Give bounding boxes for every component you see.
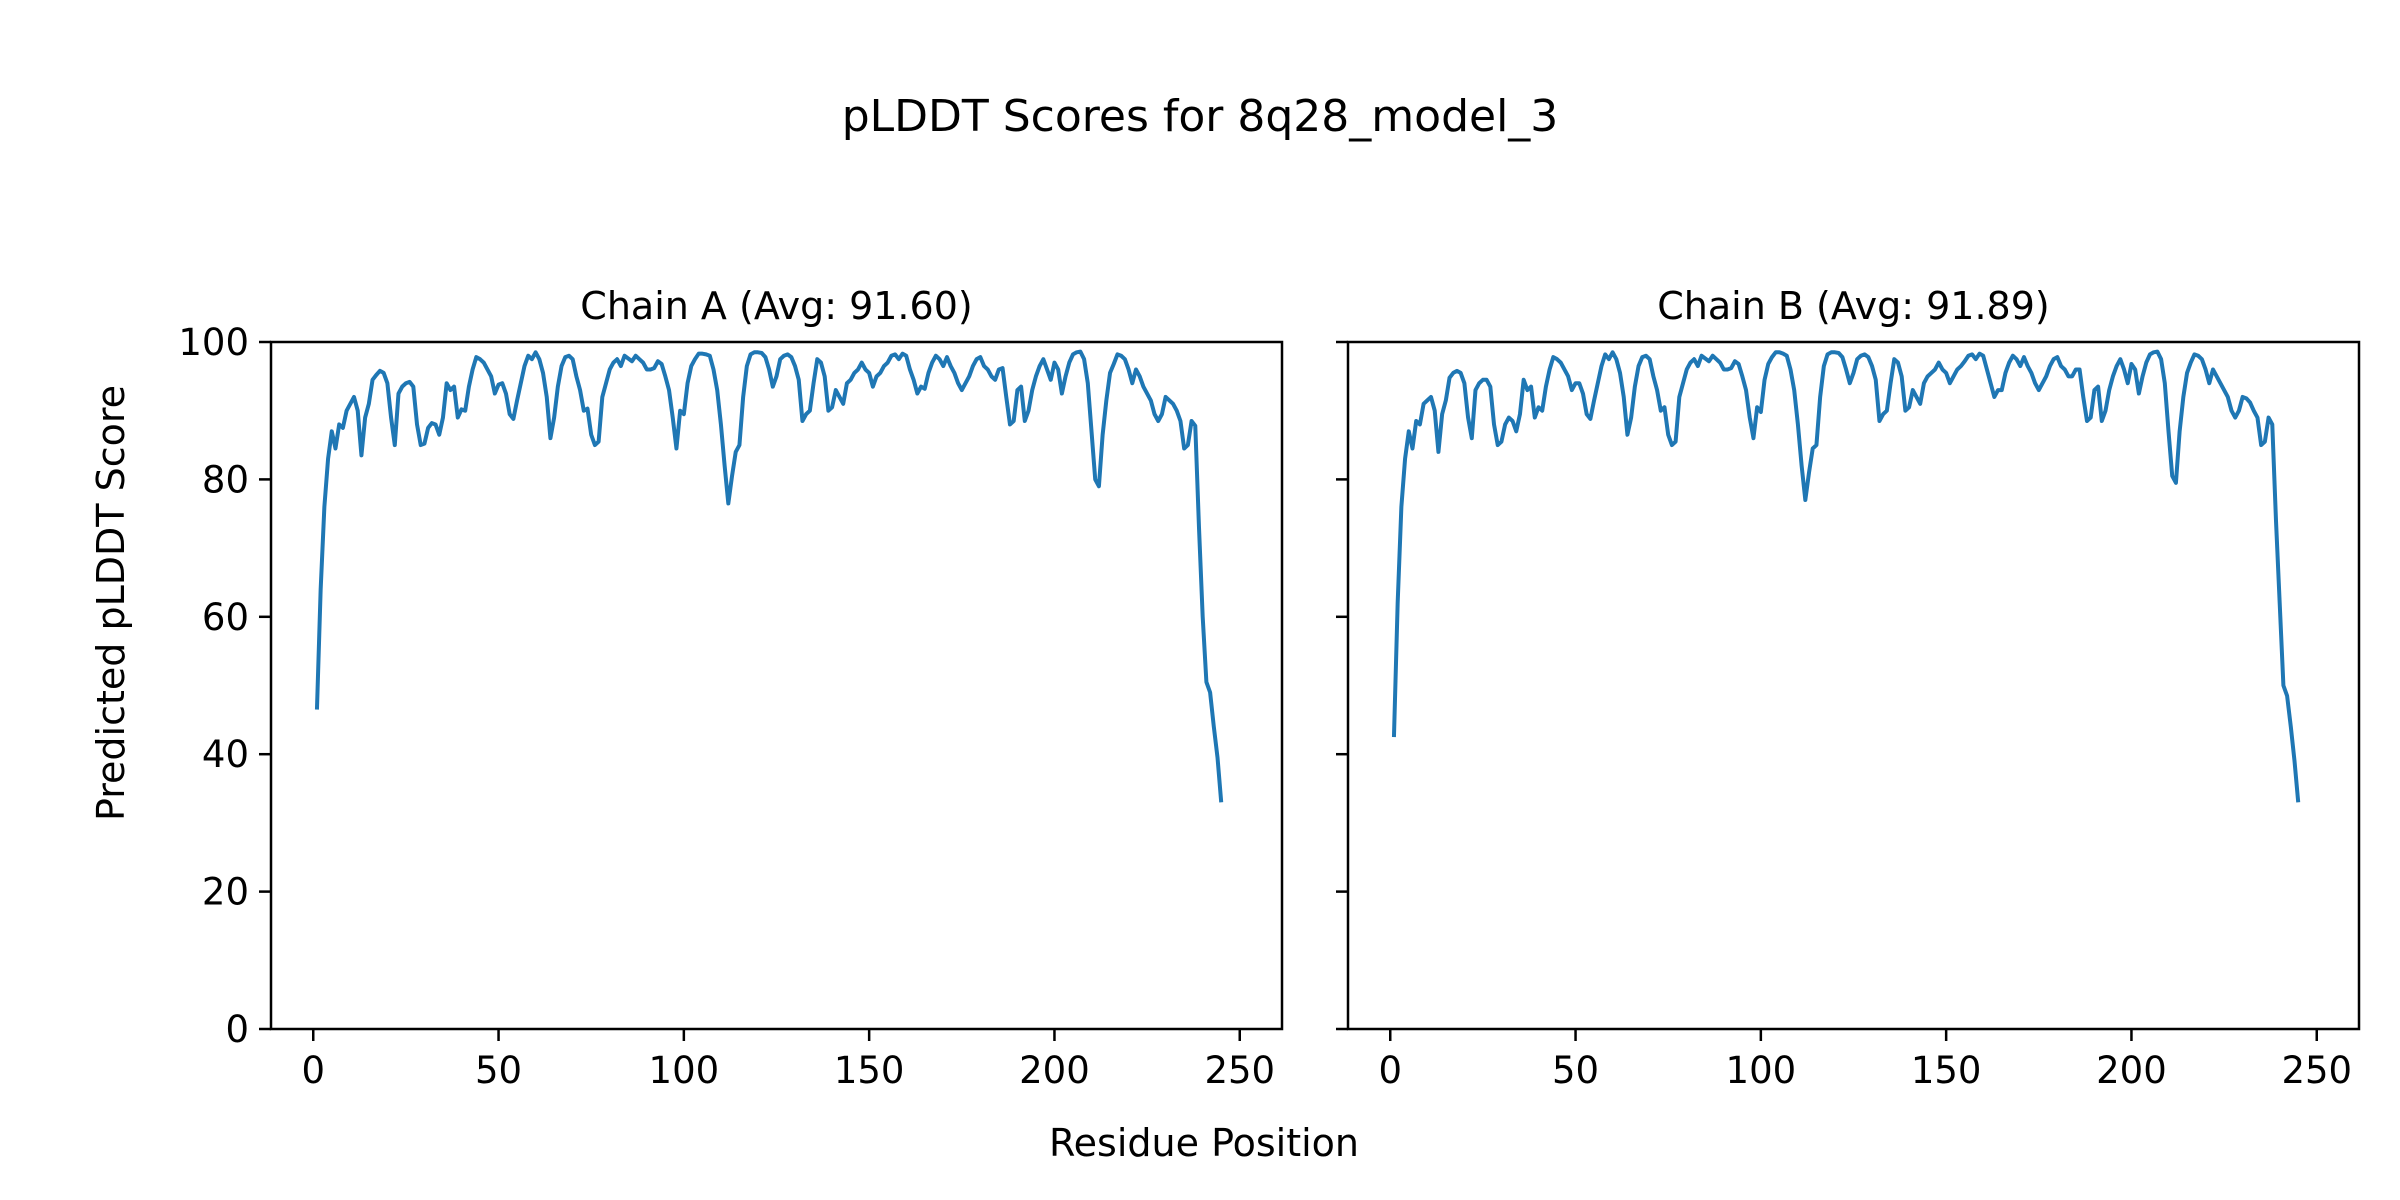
figure-title: pLDDT Scores for 8q28_model_3 <box>842 91 1559 142</box>
y-tick-label-chain-a: 100 <box>178 321 249 364</box>
x-tick-label-chain-a: 150 <box>834 1049 905 1092</box>
x-tick-label-chain-b: 50 <box>1552 1049 1599 1092</box>
y-tick-label-chain-a: 60 <box>202 596 249 639</box>
series-line-chain-a <box>314 349 1224 803</box>
subplot-title-chain-b: Chain B (Avg: 91.89) <box>1657 284 2049 328</box>
x-tick-label-chain-b: 200 <box>2096 1049 2167 1092</box>
y-tick-label-chain-a: 20 <box>202 871 249 914</box>
x-tick-label-chain-a: 0 <box>301 1049 325 1092</box>
y-tick-label-chain-a: 40 <box>202 733 249 776</box>
x-tick-label-chain-b: 100 <box>1726 1049 1797 1092</box>
axes-frame-chain-a <box>269 340 1284 1031</box>
x-axis-label: Residue Position <box>1049 1121 1359 1165</box>
x-tick-label-chain-a: 100 <box>649 1049 720 1092</box>
series-line-chain-b <box>1391 349 2301 803</box>
subplot-title-chain-a: Chain A (Avg: 91.60) <box>580 284 972 328</box>
x-tick-label-chain-b: 250 <box>2281 1049 2352 1092</box>
x-tick-label-chain-a: 250 <box>1204 1049 1275 1092</box>
x-tick-label-chain-b: 0 <box>1378 1049 1402 1092</box>
chart-panel-chain-a: Chain A (Avg: 91.60) 0 50 100 150 200 250 0 20 40… <box>178 284 1284 1092</box>
chart-panel-chain-b: Chain B (Avg: 91.89) 0 50 100 150 200 250 <box>1336 284 2361 1092</box>
y-axis-label: Predicted pLDDT Score <box>89 385 133 821</box>
x-tick-label-chain-b: 150 <box>1911 1049 1982 1092</box>
x-tick-label-chain-a: 50 <box>475 1049 522 1092</box>
x-tick-label-chain-a: 200 <box>1019 1049 1090 1092</box>
y-tick-label-chain-a: 80 <box>202 458 249 501</box>
axes-frame-chain-b <box>1346 340 2361 1031</box>
y-tick-label-chain-a: 0 <box>225 1008 249 1051</box>
